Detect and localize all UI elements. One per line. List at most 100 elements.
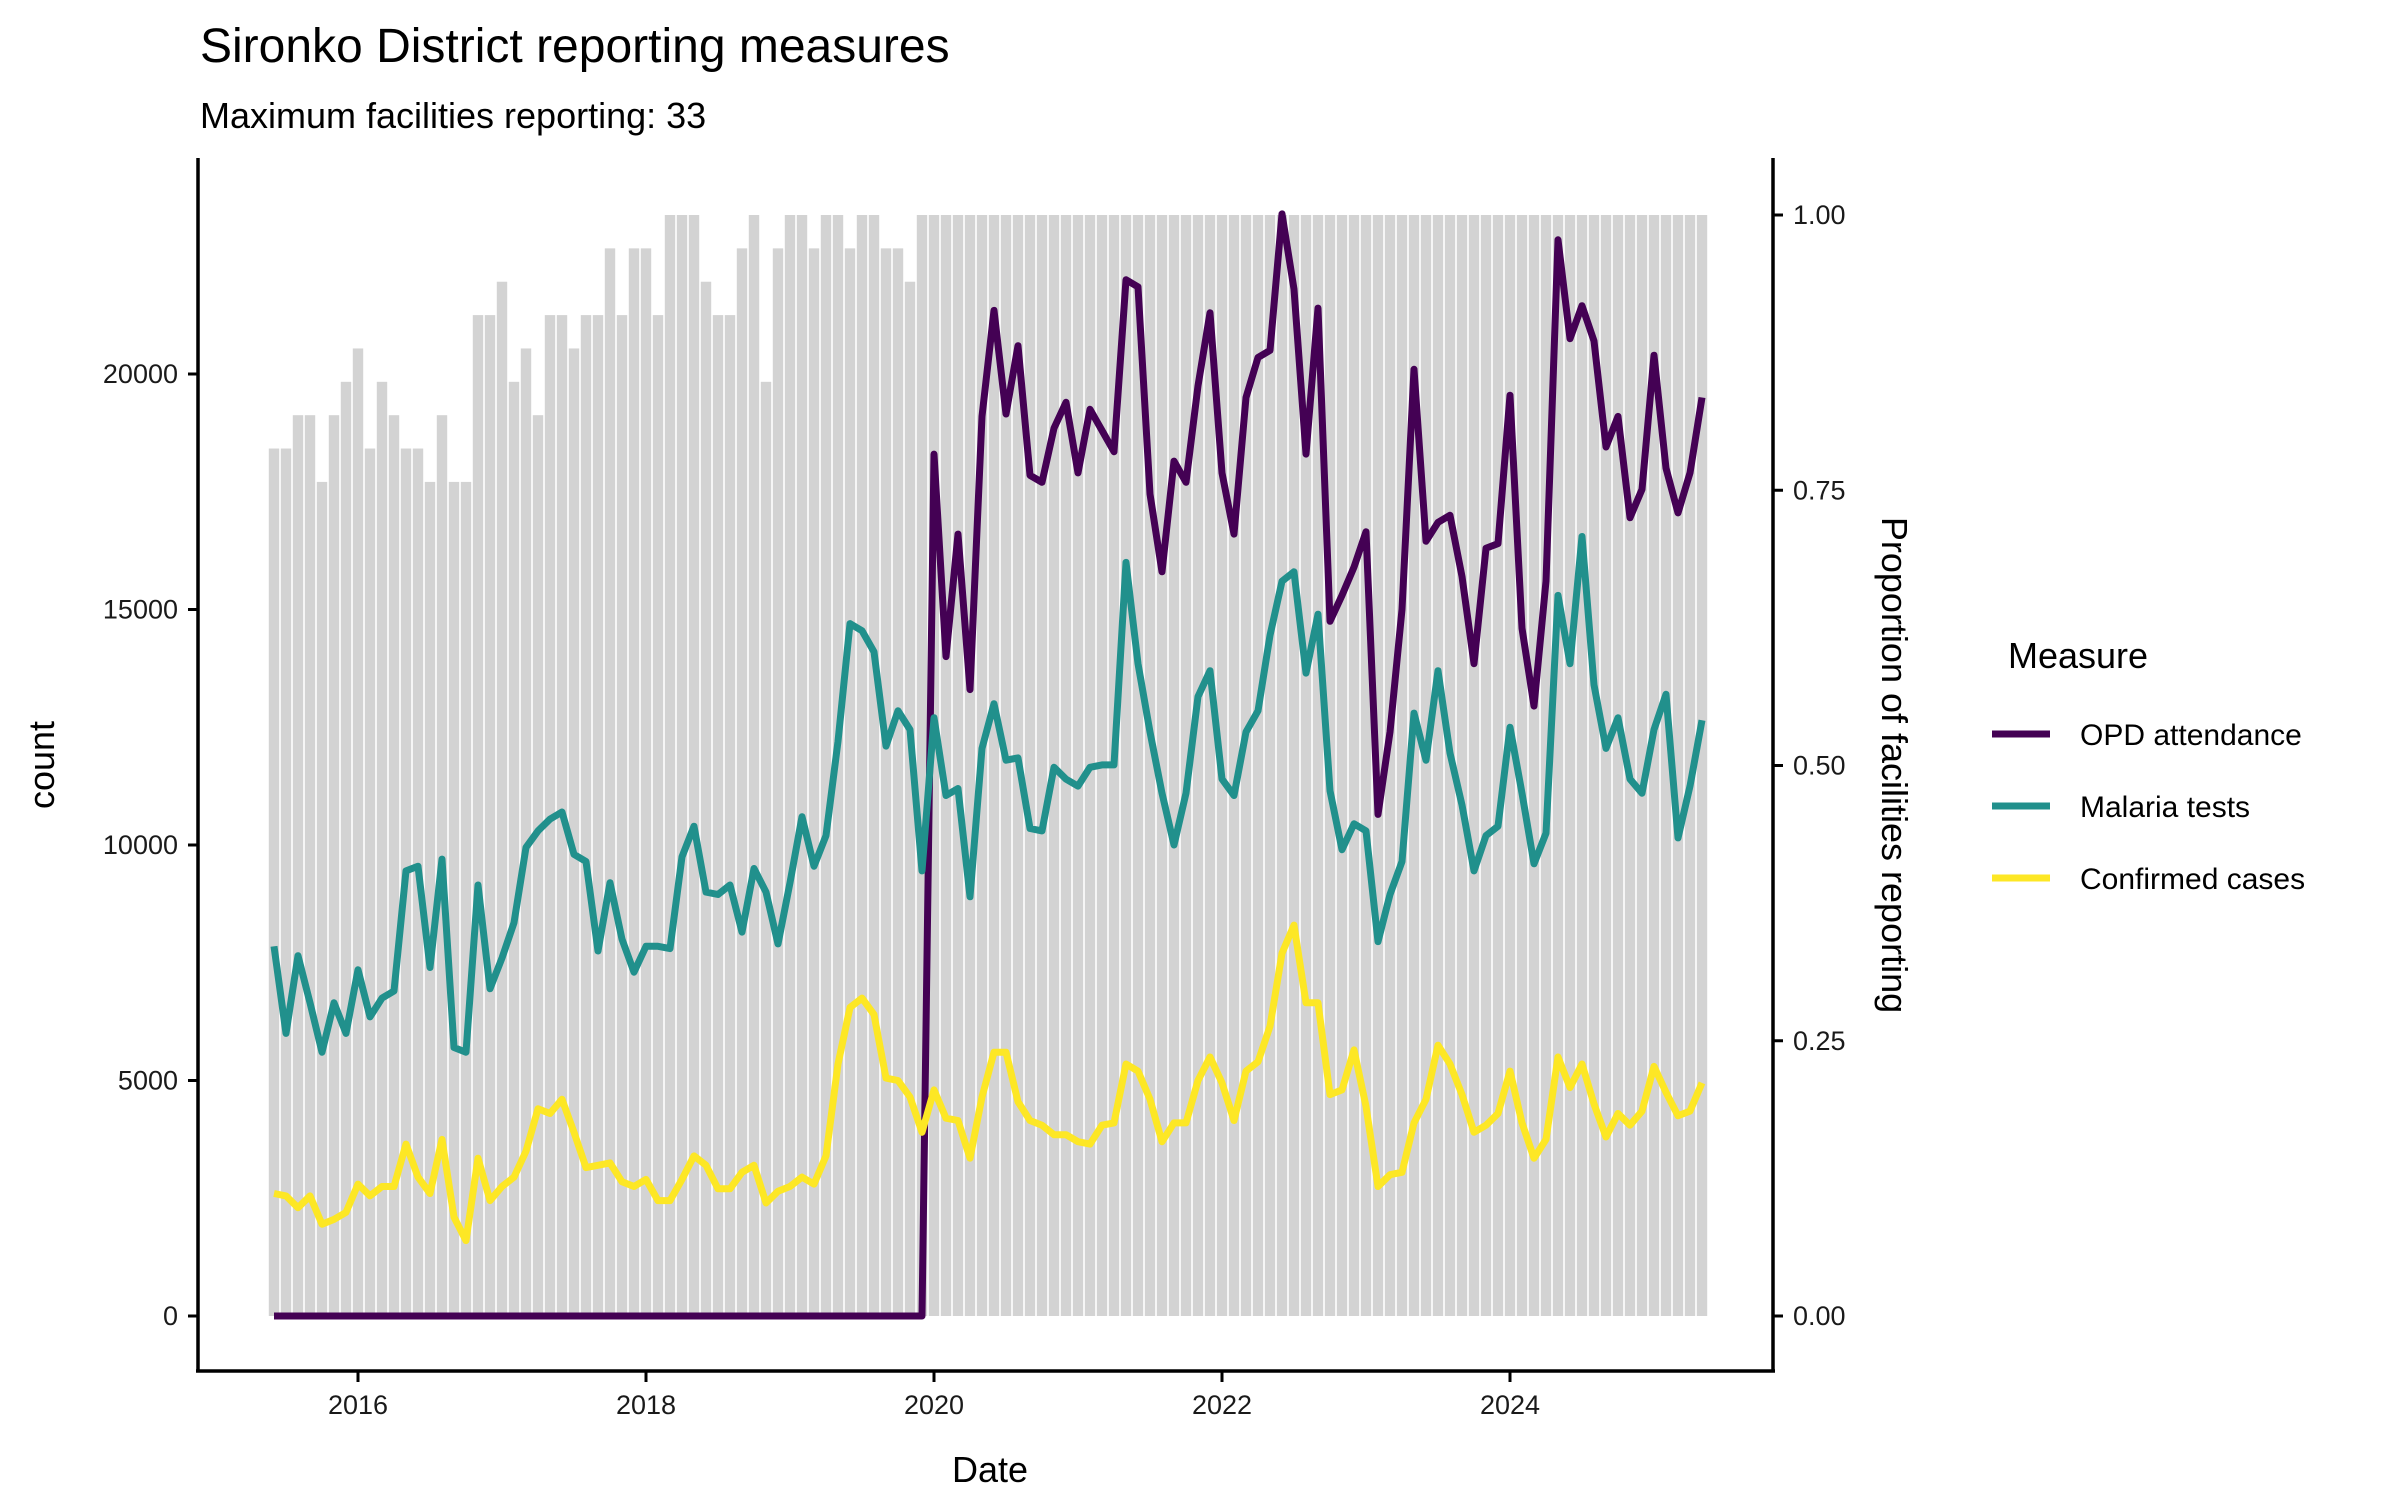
facility-bar <box>640 248 652 1316</box>
left-axis-ticks: 0 5000 10000 15000 20000 <box>103 359 198 1331</box>
facility-bar <box>1636 215 1648 1316</box>
facility-bar <box>496 281 508 1316</box>
facility-bar <box>1252 215 1264 1316</box>
right-axis-ticks: 0.00 0.25 0.50 0.75 1.00 <box>1773 200 1846 1331</box>
facility-bar <box>928 215 940 1316</box>
facility-bar <box>1060 215 1072 1316</box>
facility-bar <box>1600 215 1612 1316</box>
facility-bar <box>1648 215 1660 1316</box>
facility-bar <box>1024 215 1036 1316</box>
facility-bar <box>1456 215 1468 1316</box>
y2-tick-label: 1.00 <box>1793 200 1846 230</box>
y-tick-label: 15000 <box>103 595 178 625</box>
facility-bar <box>364 448 376 1317</box>
y2-tick-label: 0.25 <box>1793 1026 1846 1056</box>
series-line-opd-attendance <box>274 210 1706 1320</box>
facility-bar <box>880 248 892 1316</box>
facility-bar <box>1480 215 1492 1316</box>
legend: Measure OPD attendance Malaria tests Confi… <box>1992 635 2305 896</box>
facility-bar <box>1396 215 1408 1316</box>
facility-bar <box>1468 215 1480 1316</box>
chart-title: Sironko District reporting measures <box>200 20 950 73</box>
facility-bar <box>784 215 796 1316</box>
facility-bar <box>820 215 832 1316</box>
facility-bar <box>280 448 292 1317</box>
x-tick-label: 2016 <box>328 1390 388 1420</box>
y2-axis-title: Proportion of facilities reporting <box>1874 517 1915 1013</box>
facility-bar <box>532 415 544 1316</box>
facility-bar <box>856 215 868 1316</box>
facility-bar <box>592 315 604 1316</box>
facility-bar <box>268 448 280 1317</box>
y-tick-label: 5000 <box>118 1066 178 1096</box>
facility-bar <box>1552 215 1564 1316</box>
series-line-malaria-tests <box>270 533 1706 1056</box>
facility-bar <box>676 215 688 1316</box>
facility-bar <box>520 348 532 1316</box>
facility-bar <box>1348 215 1360 1316</box>
x-tick-label: 2018 <box>616 1390 676 1420</box>
facility-bar <box>808 248 820 1316</box>
facility-bar <box>688 215 700 1316</box>
chart-subtitle: Maximum facilities reporting: 33 <box>200 95 706 136</box>
y-axis-title: count <box>21 721 62 809</box>
facility-bar <box>736 248 748 1316</box>
facility-bar <box>1684 215 1696 1316</box>
x-tick-label: 2020 <box>904 1390 964 1420</box>
facility-bar <box>340 381 352 1316</box>
facility-bar <box>580 315 592 1316</box>
facility-bar <box>1264 215 1276 1316</box>
facility-bar <box>1516 215 1528 1316</box>
facility-bar <box>352 348 364 1316</box>
facility-bar <box>868 215 880 1316</box>
facility-bar <box>1204 215 1216 1316</box>
facility-bar <box>1300 215 1312 1316</box>
facility-bar <box>448 481 460 1317</box>
facility-bar <box>1660 215 1672 1316</box>
x-axis-title: Date <box>952 1449 1028 1490</box>
facility-bar <box>772 248 784 1316</box>
facility-bar <box>1564 215 1576 1316</box>
x-axis-ticks: 2016 2018 2020 2022 2024 <box>328 1371 1540 1420</box>
facility-bar <box>1336 215 1348 1316</box>
facility-bar <box>712 315 724 1316</box>
facility-bar <box>952 215 964 1316</box>
facility-bar <box>304 415 316 1316</box>
facility-bar <box>1168 215 1180 1316</box>
facility-bar <box>1312 215 1324 1316</box>
y-tick-label: 10000 <box>103 830 178 860</box>
facility-bar <box>844 248 856 1316</box>
y-tick-label: 0 <box>163 1301 178 1331</box>
facility-bar <box>1156 215 1168 1316</box>
facility-bar <box>1228 215 1240 1316</box>
facility-bar <box>388 415 400 1316</box>
facility-bar <box>1672 215 1684 1316</box>
facility-bar <box>1576 215 1588 1316</box>
facility-bar <box>904 281 916 1316</box>
facility-bar <box>1132 215 1144 1316</box>
facility-bar <box>892 248 904 1316</box>
facility-bar <box>1072 215 1084 1316</box>
legend-label: Confirmed cases <box>2080 863 2305 896</box>
facility-bar <box>424 481 436 1317</box>
facility-bar <box>1192 215 1204 1316</box>
facility-bar <box>1588 215 1600 1316</box>
facility-bar <box>1420 215 1432 1316</box>
x-tick-label: 2022 <box>1192 1390 1252 1420</box>
facility-bar <box>1504 215 1516 1316</box>
facility-bar <box>628 248 640 1316</box>
x-tick-label: 2024 <box>1480 1390 1540 1420</box>
y2-tick-label: 0.00 <box>1793 1301 1846 1331</box>
facility-bar <box>328 415 340 1316</box>
facility-bar <box>1000 215 1012 1316</box>
facility-bar <box>664 215 676 1316</box>
facility-bar <box>292 415 304 1316</box>
facility-bar <box>748 215 760 1316</box>
facility-bar <box>652 315 664 1316</box>
facility-bar <box>508 381 520 1316</box>
facility-bar <box>484 315 496 1316</box>
y2-tick-label: 0.75 <box>1793 475 1846 505</box>
facility-bar <box>604 248 616 1316</box>
facility-bar <box>964 215 976 1316</box>
facility-bar <box>1240 215 1252 1316</box>
